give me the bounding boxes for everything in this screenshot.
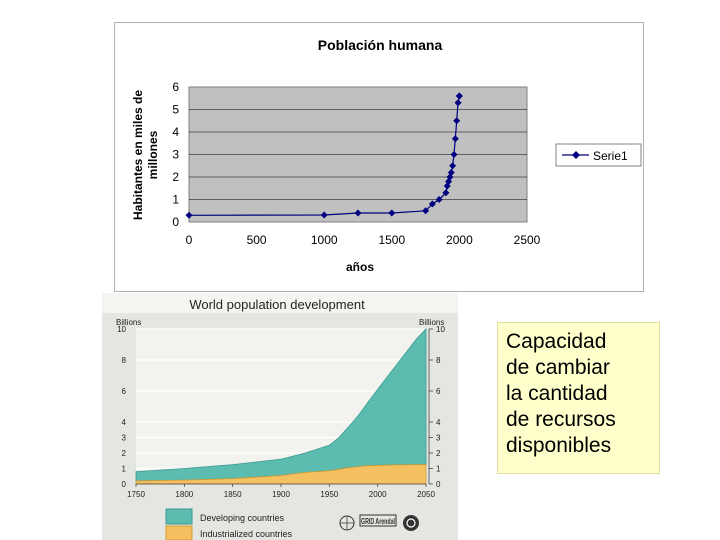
chart1-data-point [442,189,450,197]
chart1-data-point [455,92,463,100]
chart2-x-tick-label: 1850 [224,490,242,499]
chart2-x-tick-label: 1750 [127,490,145,499]
chart1-y-tick-label: 3 [172,148,179,162]
chart2-industrialized-area [135,464,427,485]
chart2-legend: Developing countries Industrialized coun… [165,508,293,540]
chart1-title: Población humana [318,37,443,53]
chart1-data-point [428,200,436,208]
chart1-y-axis-label-line2: millones [146,130,160,179]
note-text: Capacidad de cambiar la cantidad de recu… [506,330,616,457]
chart2-left-axis-label: Billions [116,318,141,327]
chart2-legend-label-developing: Developing countries [200,513,285,523]
chart1-data-point [451,135,459,143]
chart1-x-tick-label: 2500 [514,233,541,247]
chart2-legend-swatch-developing [165,508,193,525]
chart1-x-tick-label: 2000 [446,233,473,247]
chart2-right-tick-label: 2 [436,449,441,458]
unep-logo [403,515,419,531]
chart1-y-tick-label: 2 [172,170,179,184]
chart1-data-point [422,207,430,215]
chart1-data-point [320,211,328,219]
chart1-x-tick-label: 1500 [378,233,405,247]
chart1-data-point [354,209,362,217]
chart2-left-tick-label: 10 [117,325,126,334]
chart2-legend-swatch-industrialized [165,525,193,540]
chart1-y-axis-label-line1: Habitantes en miles de [131,90,145,220]
chart1-legend-label: Serie1 [593,149,628,163]
chart2-left-tick-label: 8 [122,356,127,365]
chart2-right-tick-label: 4 [436,418,441,427]
chart2-title-bar [102,293,458,313]
chart1-y-tick-label: 4 [172,125,179,139]
chart1-data-point [435,196,443,203]
chart2-right-axis-label: Billions [419,318,444,327]
unep-icon [403,515,419,531]
chart2-x-tick-label: 1950 [320,490,338,499]
population-chart-frame: Población humana 0 1 2 3 4 5 6 0 500 1000 1500 200… [114,22,644,292]
chart1-x-tick-label: 500 [247,233,267,247]
un-logo [339,515,355,531]
chart2-left-tick-label: 3 [122,434,127,443]
chart1-data-point [388,209,396,217]
chart1-legend-marker [572,151,580,159]
chart1-y-tick-label: 6 [172,80,179,94]
chart2-legend-label-industrialized: Industrialized countries [200,529,293,539]
chart2-left-tick-label: 4 [122,418,127,427]
chart2-right-tick-label: 6 [436,387,441,396]
chart1-x-tick-label: 0 [186,233,193,247]
chart2-title: World population development [189,297,365,312]
chart2-x-tick-label: 1900 [272,490,290,499]
population-chart: Población humana 0 1 2 3 4 5 6 0 500 1000 1500 200… [131,37,642,274]
chart2-left-tick-label: 6 [122,387,127,396]
world-population-figure: World population development Billions Bi… [102,293,458,540]
chart1-data-point [449,162,457,170]
chart1-legend: Serie1 [555,143,642,167]
grid-arendal-logo: GRID Arendal [359,514,397,527]
chart2-left-tick-label: 0 [122,480,127,489]
chart2-left-tick-label: 2 [122,449,127,458]
chart2-right-tick-label: 0 [436,480,441,489]
note-box: Capacidad de cambiar la cantidad de recu… [497,322,660,474]
chart1-data-point [450,151,458,158]
chart1-data-point [454,99,462,107]
chart2-right-tick-label: 1 [436,465,441,474]
chart2-x-tick-label: 1800 [175,490,193,499]
chart1-y-tick-label: 1 [172,193,179,207]
chart2-x-tick-label: 2050 [417,490,435,499]
chart2-right-tick-label: 3 [436,434,441,443]
chart1-y-tick-label: 5 [172,103,179,117]
chart1-data-point [185,211,193,219]
chart1-y-tick-label: 0 [172,215,179,229]
chart1-data-point [453,117,461,125]
chart2-right-tick-label: 8 [436,356,441,365]
grid-arendal-logo-text: GRID Arendal [361,517,395,526]
chart2-left-tick-label: 1 [122,465,127,474]
chart1-x-tick-label: 1000 [311,233,338,247]
chart1-x-axis-label: años [346,260,374,274]
world-population-chart: World population development Billions Bi… [102,293,458,540]
chart2-right-tick-label: 10 [436,325,445,334]
chart1-data-point [447,169,455,176]
chart2-x-tick-label: 2000 [369,490,387,499]
